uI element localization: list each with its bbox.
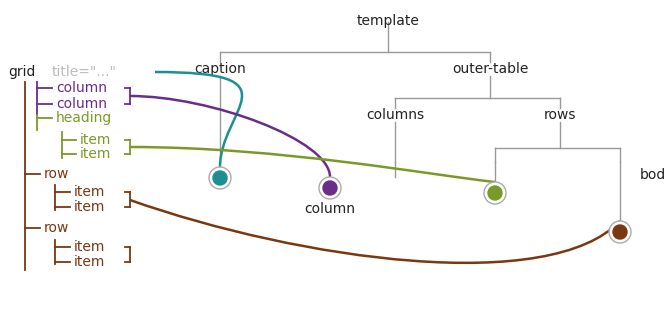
Circle shape [609,221,631,243]
Text: column: column [305,202,355,216]
Circle shape [484,182,506,204]
Circle shape [213,171,227,185]
Circle shape [323,181,337,195]
Text: template: template [357,14,420,28]
Text: item: item [74,200,106,214]
Text: column: column [56,97,107,111]
Text: grid: grid [8,65,35,79]
Circle shape [613,225,627,239]
Text: item: item [80,133,112,147]
Circle shape [488,186,502,200]
Text: rows: rows [544,108,576,122]
Text: outer-table: outer-table [452,62,528,76]
Text: row: row [44,221,69,235]
Text: columns: columns [366,108,424,122]
Text: item: item [74,185,106,199]
Circle shape [319,177,341,199]
Text: title="...": title="..." [52,65,117,79]
Text: body: body [640,168,664,182]
Text: row: row [44,167,69,181]
Text: caption: caption [194,62,246,76]
Text: item: item [74,240,106,254]
Text: item: item [74,255,106,269]
Text: column: column [56,81,107,95]
Circle shape [209,167,231,189]
Text: heading: heading [56,111,112,125]
Text: item: item [80,147,112,161]
